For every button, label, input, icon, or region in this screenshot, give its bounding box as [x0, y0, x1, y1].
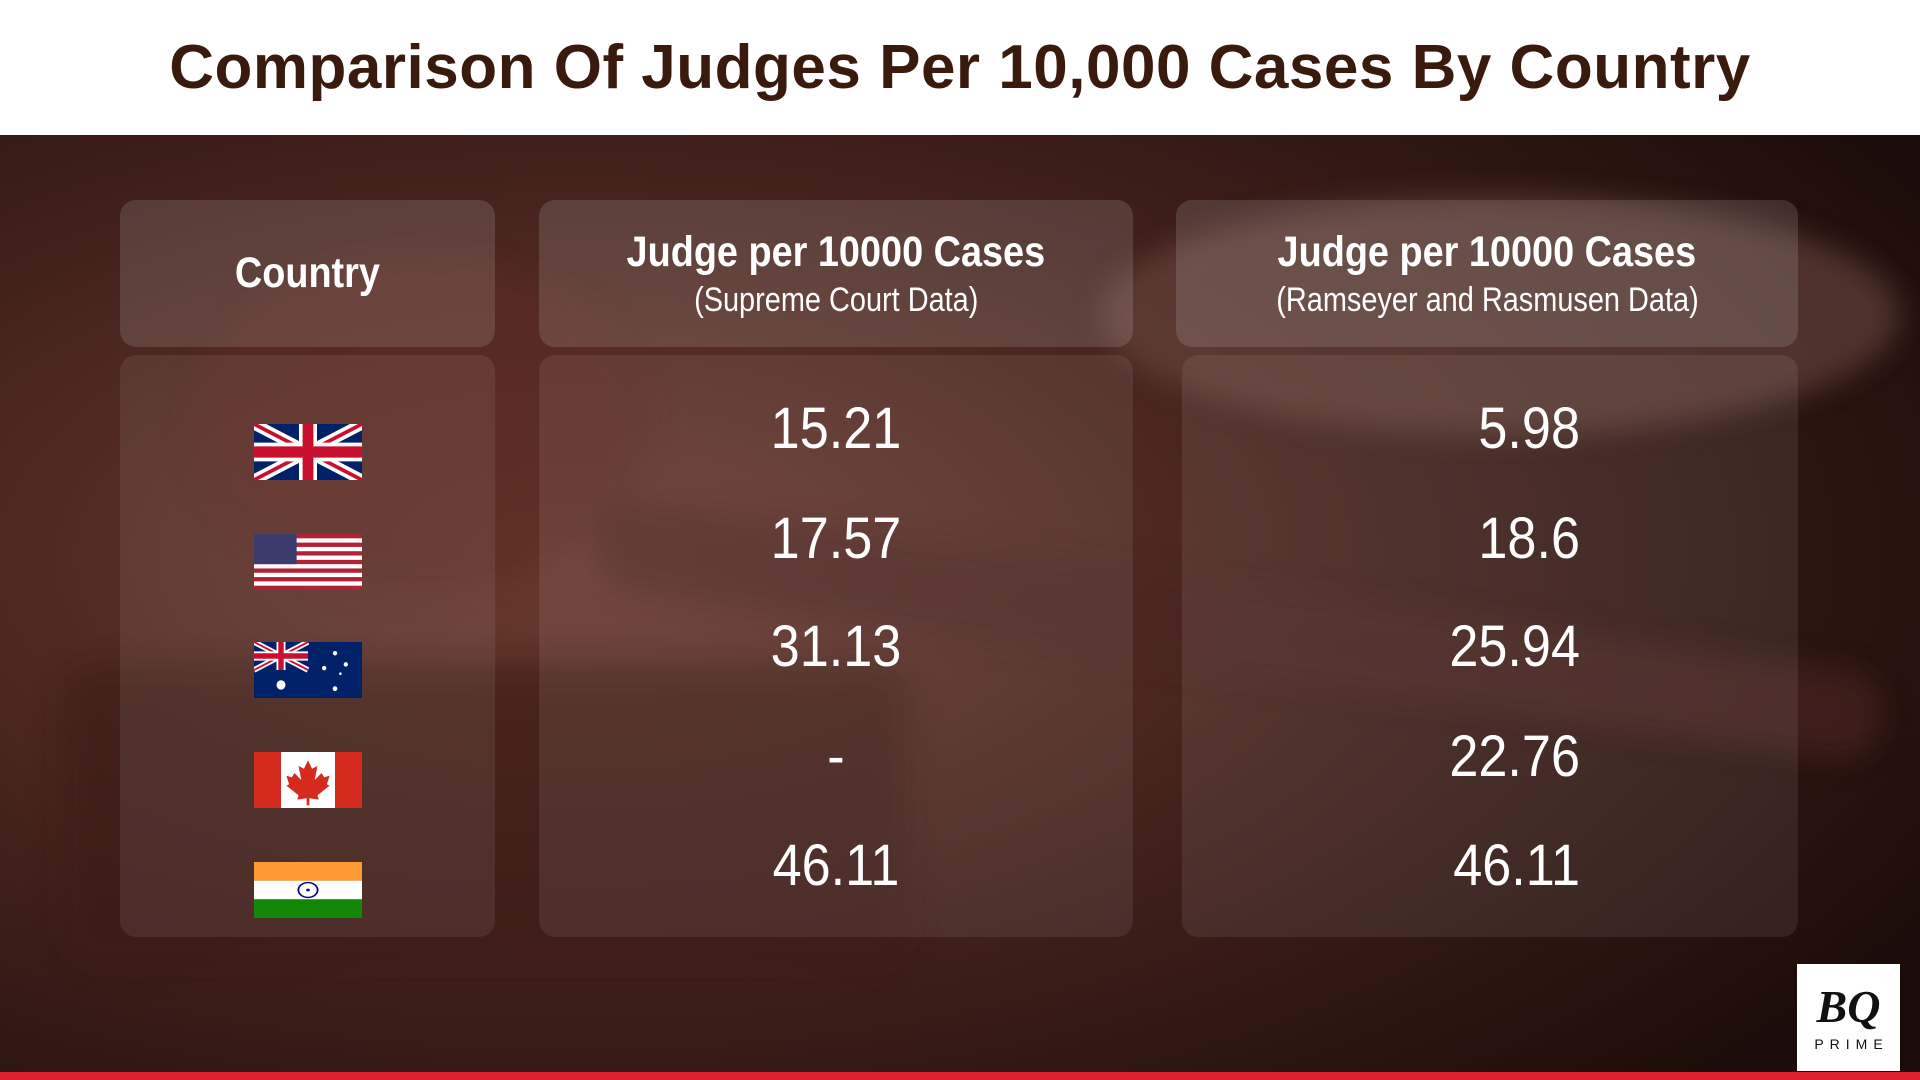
header-cell: Judge per 10000 Cases (Supreme Court Dat…	[539, 200, 1133, 347]
column-body	[539, 355, 1133, 937]
cell-value: 25.94	[1449, 614, 1580, 679]
cell-value: -	[827, 724, 845, 789]
cell-value: 17.57	[770, 506, 902, 571]
header: Comparison Of Judges Per 10,000 Cases By…	[0, 0, 1920, 135]
logo-name: BQ	[1816, 980, 1881, 1032]
logo: BQ PRIME	[1797, 964, 1900, 1071]
column-subtitle: (Supreme Court Data)	[693, 280, 979, 319]
cell-value: 5.98	[1478, 396, 1580, 461]
flag-australia	[254, 642, 362, 698]
column-subtitle: (Ramseyer and Rasmusen Data)	[1275, 280, 1699, 319]
cell-value: 15.21	[770, 396, 902, 461]
title: Comparison Of Judges Per 10,000 Cases By…	[169, 33, 1751, 102]
accent-line	[0, 1072, 1920, 1080]
flag-canada	[254, 752, 362, 808]
header-cell: Judge per 10000 Cases (Ramseyer and Rasm…	[1176, 200, 1798, 347]
header-cell: Country	[120, 200, 495, 347]
column-title: Judge per 10000 Cases	[626, 227, 1046, 276]
flag-us	[254, 534, 362, 590]
column-body	[1182, 355, 1798, 937]
flag-india	[254, 862, 362, 918]
cell-value: 46.11	[1453, 833, 1580, 898]
logo-tagline: PRIME	[1814, 1035, 1889, 1052]
cell-value: 22.76	[1449, 724, 1580, 789]
cell-value: 31.13	[770, 614, 902, 679]
flag-uk	[254, 424, 362, 480]
column-title: Country	[234, 249, 381, 297]
cell-value: 18.6	[1478, 506, 1580, 571]
column-title: Judge per 10000 Cases	[1277, 227, 1697, 276]
cell-value: 46.11	[772, 833, 900, 898]
